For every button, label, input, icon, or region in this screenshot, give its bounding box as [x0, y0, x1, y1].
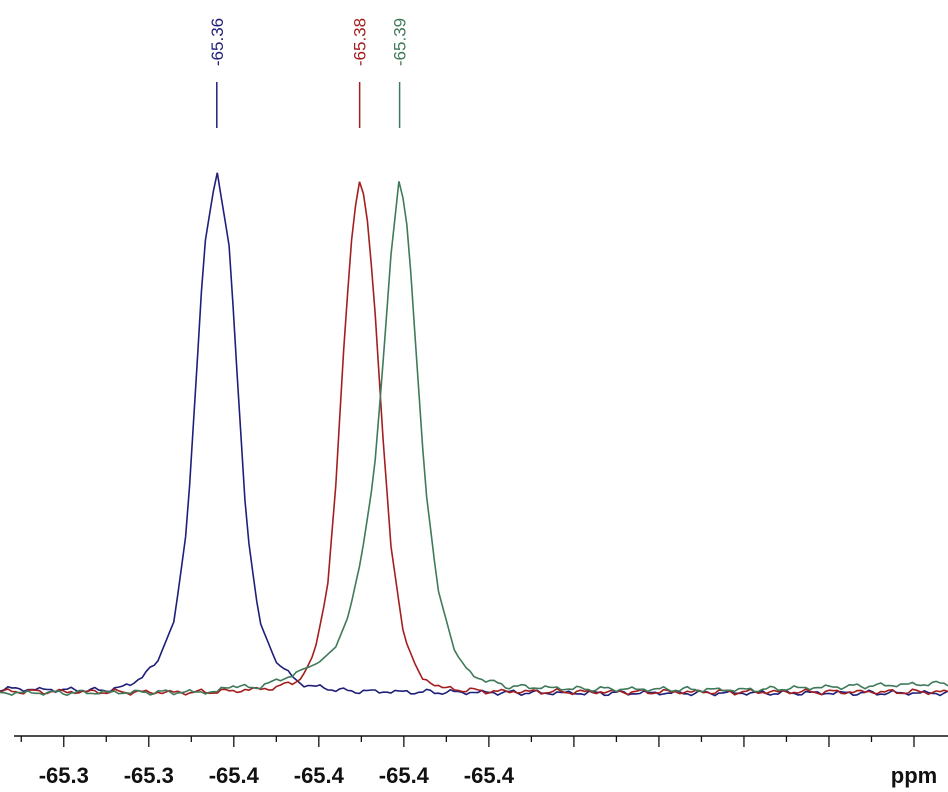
spectrum-trace	[0, 172, 948, 697]
x-tick-label: -65.4	[294, 763, 345, 788]
peak-markers: -65.36 -65.38 -65.39	[208, 18, 410, 128]
x-axis-label: ppm	[891, 763, 937, 788]
x-tick-label: -65.4	[464, 763, 515, 788]
spectrum-traces	[0, 172, 948, 697]
spectrum-trace	[0, 181, 948, 696]
x-axis-tick-labels: -65.3 -65.3 -65.4 -65.4 -65.4 -65.4	[39, 763, 515, 788]
x-tick-label: -65.3	[39, 763, 89, 788]
x-axis-ticks	[20, 736, 915, 747]
peak-label: -65.38	[351, 18, 370, 66]
x-tick-label: -65.4	[209, 763, 260, 788]
x-tick-label: -65.3	[124, 763, 174, 788]
peak-label: -65.36	[208, 18, 227, 66]
peak-label: -65.39	[391, 18, 410, 66]
spectrum-trace	[0, 181, 948, 697]
x-tick-label: -65.4	[379, 763, 430, 788]
